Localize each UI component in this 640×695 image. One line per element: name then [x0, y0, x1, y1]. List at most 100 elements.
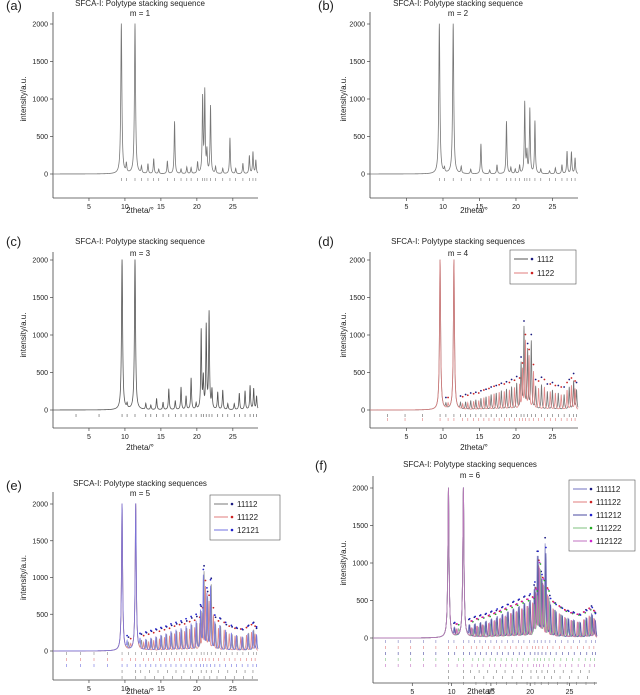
x-tick-label: 20	[526, 689, 534, 695]
peak-marker	[485, 388, 487, 391]
peak-marker	[254, 625, 257, 627]
peak-marker	[545, 546, 547, 549]
peak-marker	[521, 600, 524, 603]
y-tick-label: 2000	[32, 502, 48, 509]
legend-marker	[230, 515, 234, 519]
peak-marker	[206, 586, 208, 589]
legend-marker	[230, 502, 234, 506]
peak-marker	[195, 613, 198, 616]
chart-title: SFCA-I: Polytype stacking sequences	[391, 237, 525, 246]
panel-label: (a)	[6, 0, 22, 13]
peak-marker	[129, 637, 132, 640]
peak-marker	[188, 620, 191, 623]
peak-marker	[542, 578, 545, 580]
legend-box	[509, 249, 577, 285]
x-tick-label: 20	[512, 204, 520, 211]
y-tick-label: 0	[44, 408, 48, 415]
peak-marker	[212, 606, 215, 609]
peak-marker	[154, 628, 157, 630]
peak-marker	[563, 386, 566, 388]
peak-marker	[217, 620, 220, 622]
peak-marker	[445, 396, 447, 399]
series-line-111122	[373, 487, 598, 639]
peak-marker	[534, 378, 537, 381]
x-tick-label: 15	[157, 686, 165, 693]
y-tick-label: 1000	[352, 561, 368, 568]
peak-marker	[170, 624, 173, 627]
peak-marker	[593, 610, 596, 613]
peak-marker	[185, 620, 188, 622]
y-tick-label: 2000	[32, 22, 48, 29]
peak-marker	[213, 614, 216, 616]
peak-marker	[199, 603, 202, 606]
chart-subtitle: m = 2	[448, 9, 469, 18]
peak-marker	[480, 389, 482, 392]
peak-marker	[541, 573, 543, 576]
series-line-12121	[53, 503, 259, 652]
peak-marker	[206, 590, 209, 593]
peak-marker	[464, 393, 467, 396]
peak-marker	[526, 342, 529, 345]
x-axis-label: 2theta/°	[126, 443, 154, 452]
y-tick-label: 1000	[32, 575, 48, 582]
x-tick-label: 25	[229, 686, 237, 693]
peak-marker	[471, 620, 473, 622]
y-tick-label: 1500	[32, 538, 48, 545]
y-tick-label: 0	[361, 408, 365, 415]
peak-marker	[544, 536, 547, 539]
peak-marker	[140, 633, 143, 636]
x-tick-label: 25	[549, 434, 557, 441]
peak-marker	[183, 622, 186, 625]
x-tick-label: 5	[405, 434, 409, 441]
legend-label: 112122	[596, 537, 623, 546]
legend-label: 11122	[237, 513, 259, 522]
chart-subtitle: m = 4	[448, 249, 469, 258]
peak-marker	[235, 626, 238, 629]
peak-marker	[499, 609, 502, 612]
peak-marker	[127, 636, 130, 639]
peak-marker	[170, 622, 172, 625]
peak-marker	[474, 391, 477, 394]
peak-marker	[209, 578, 212, 581]
y-axis-label: intensity/a.u.	[339, 541, 348, 586]
peak-marker	[234, 627, 236, 630]
peak-marker	[568, 378, 571, 381]
y-tick-label: 1500	[32, 295, 48, 302]
peak-marker	[541, 576, 544, 579]
series-line-profile	[53, 259, 259, 411]
series-line-111222	[373, 487, 598, 639]
peak-marker	[591, 606, 594, 609]
peak-marker	[126, 634, 128, 637]
y-tick-label: 0	[361, 172, 365, 179]
peak-marker	[490, 386, 493, 388]
peak-marker	[547, 588, 550, 591]
legend-marker	[230, 528, 234, 532]
peak-marker	[505, 380, 508, 383]
x-tick-label: 20	[193, 204, 201, 211]
peak-marker	[489, 615, 492, 618]
peak-marker	[472, 392, 475, 395]
x-tick-label: 15	[487, 689, 495, 695]
series-line-111112	[373, 487, 598, 639]
y-tick-label: 500	[356, 598, 368, 605]
peak-marker	[570, 377, 573, 379]
x-tick-label: 15	[476, 434, 484, 441]
peak-marker	[549, 383, 552, 385]
y-tick-label: 2000	[349, 258, 365, 265]
peak-marker	[479, 614, 482, 616]
peak-marker	[500, 611, 503, 613]
panel-label: (f)	[315, 458, 327, 473]
legend-marker	[589, 539, 593, 543]
chart-panel-c: (c) SFCA-I: Polytype stacking sequence m =…	[6, 234, 259, 452]
peak-marker	[570, 611, 573, 614]
peak-marker	[574, 380, 576, 382]
peak-marker	[504, 607, 507, 610]
x-tick-label: 20	[193, 434, 201, 441]
series-line-profile	[53, 23, 259, 175]
peak-marker	[139, 632, 141, 635]
peak-marker	[555, 603, 558, 606]
peak-marker	[482, 616, 484, 619]
peak-marker	[559, 605, 561, 608]
peak-marker	[255, 625, 258, 628]
